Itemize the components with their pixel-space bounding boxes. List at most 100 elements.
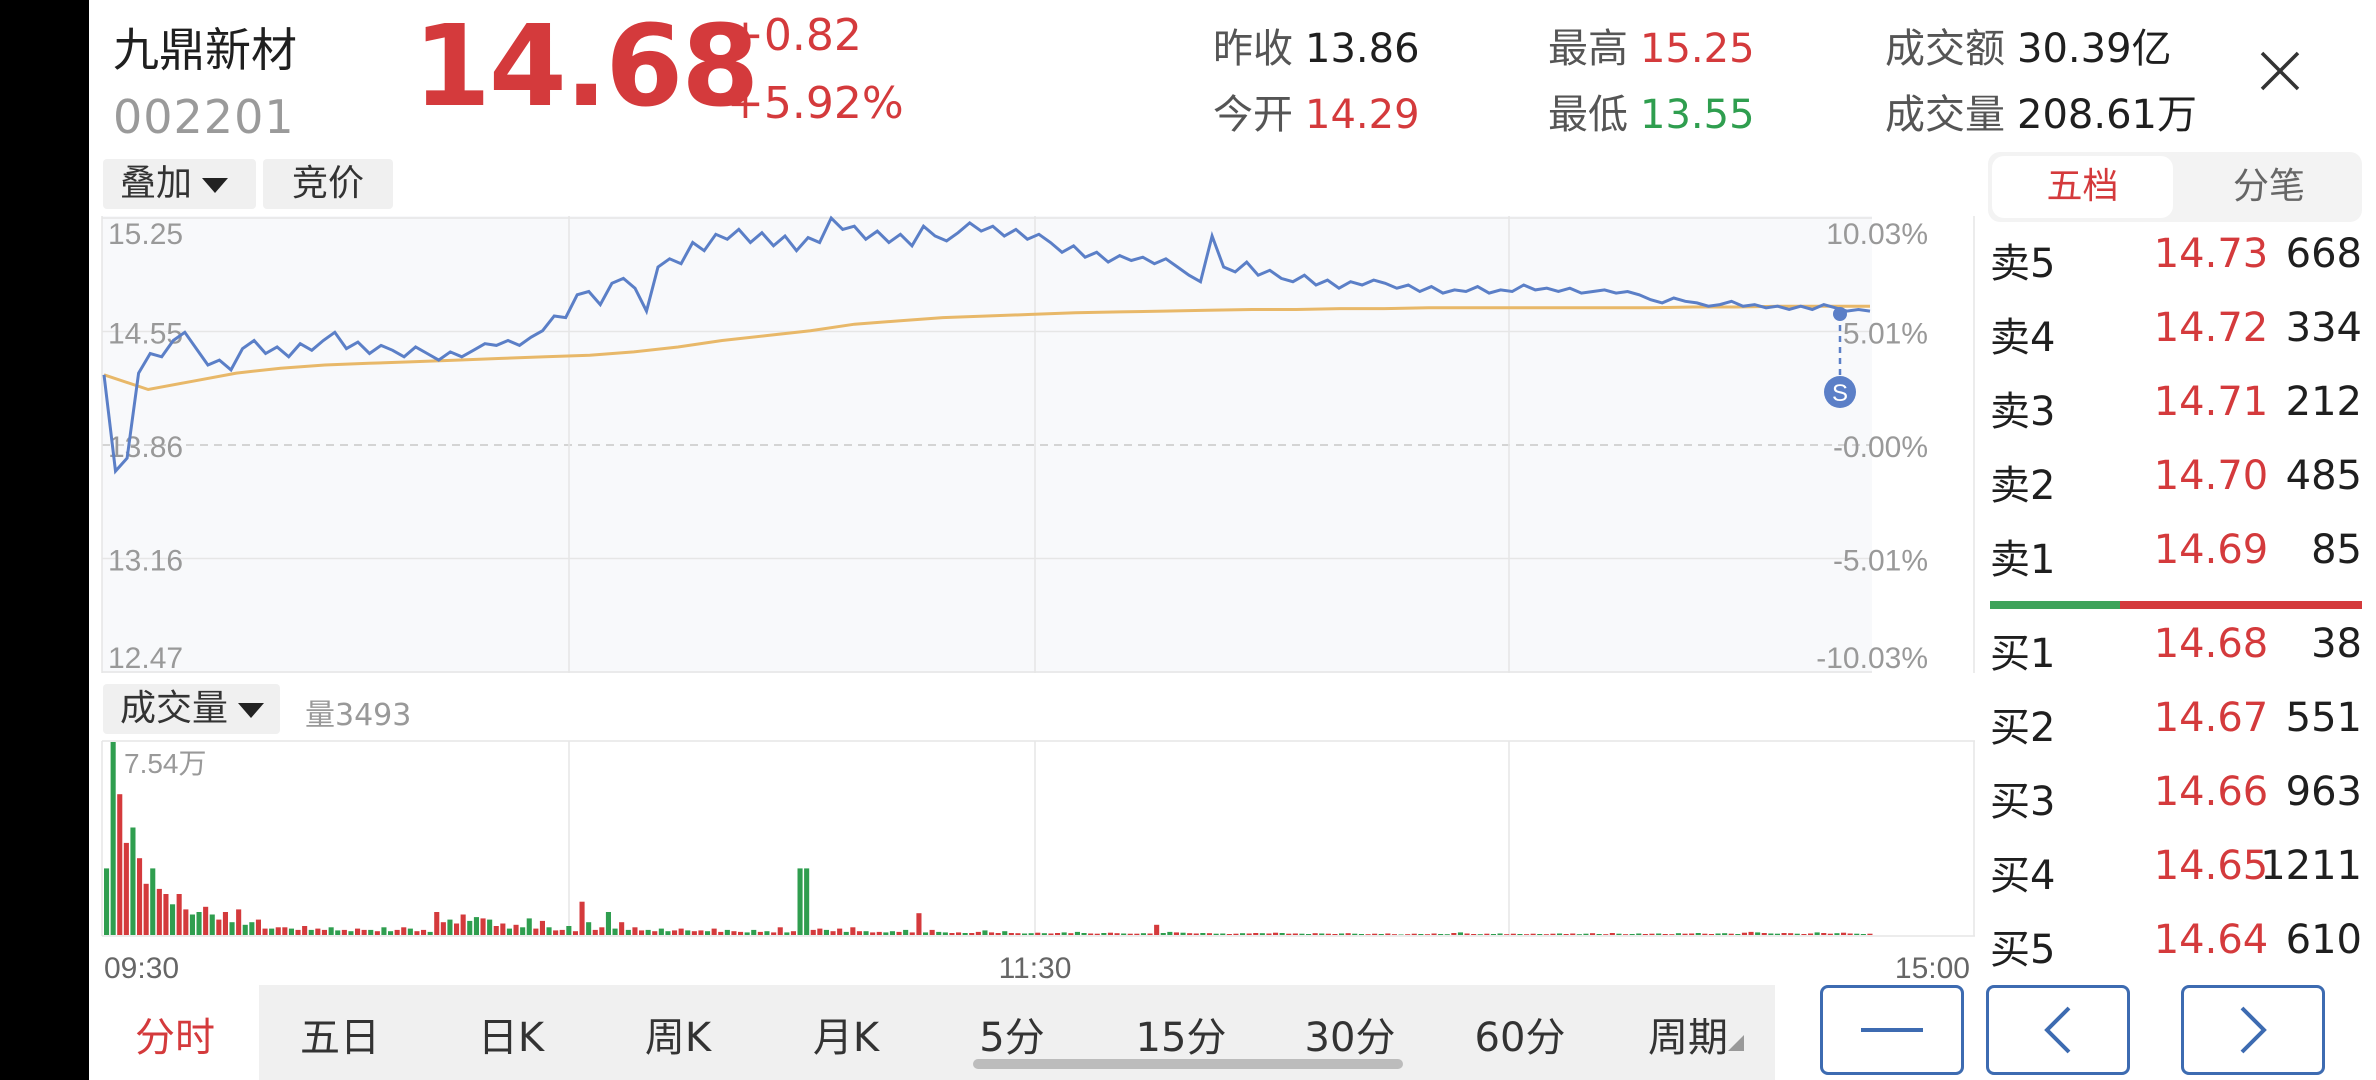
trade-signal-marker[interactable]: S [1824, 307, 1856, 408]
overlay-dropdown[interactable]: 叠加 [103, 159, 256, 209]
volume-bar [1590, 933, 1596, 935]
previous-button[interactable] [1986, 985, 2130, 1075]
level-quantity: 85 [2311, 527, 2362, 573]
volume-bar [1107, 932, 1113, 935]
level-quantity: 38 [2311, 621, 2362, 667]
volume-bar [1299, 933, 1305, 935]
tab-timeframe-intraday[interactable]: 分时 [135, 1015, 215, 1061]
timeframe-scrollbar[interactable] [973, 1059, 1403, 1069]
volume-bar [1557, 933, 1563, 935]
volume-bar [123, 842, 129, 935]
volume-bar [374, 931, 380, 935]
minimize-button[interactable] [1820, 985, 1964, 1075]
ask-row[interactable]: 卖1 14.69 85 [1990, 527, 2362, 587]
percent-tick-label: -0.00% [1833, 431, 1928, 464]
volume-bar [718, 931, 724, 935]
bid-row[interactable]: 买4 14.65 1211 [1990, 843, 2362, 903]
volume-bar [1603, 934, 1609, 935]
volume-bar [1358, 934, 1364, 935]
percent-tick-label: -10.03% [1816, 642, 1928, 675]
volume-bar [275, 927, 281, 935]
volume-bar [1411, 933, 1417, 935]
volume-bar [110, 742, 116, 935]
bid-row[interactable]: 买3 14.66 963 [1990, 769, 2362, 829]
volume-bar [328, 927, 334, 935]
volume-bar [1405, 934, 1411, 935]
volume-bar [1662, 934, 1668, 935]
stat-value: 15.25 [1640, 26, 1755, 72]
tab-timeframe-3[interactable]: 周K [644, 1015, 712, 1061]
volume-bar [586, 922, 592, 935]
volume-bar [434, 912, 440, 935]
volume-bar [1160, 933, 1166, 935]
volume-bar [579, 901, 585, 935]
tab-timeframe-6[interactable]: 15分 [1135, 1015, 1227, 1061]
volume-bar [1213, 933, 1219, 935]
stat-value: 208.61万 [2017, 92, 2197, 138]
tab-five-levels[interactable]: 五档 [1992, 156, 2173, 218]
volume-bar [104, 868, 110, 935]
volume-bar [1735, 934, 1741, 935]
ask-row[interactable]: 卖2 14.70 485 [1990, 453, 2362, 513]
volume-bar [956, 932, 962, 935]
tab-timeframe-1[interactable]: 五日 [300, 1015, 380, 1061]
intraday-chart[interactable]: 15.25 10.03% 14.55 5.01% 13.86 -0.00% 13.16 -5.… [0, 0, 1990, 985]
volume-bar [1028, 933, 1034, 935]
volume-bar [487, 919, 493, 935]
volume-bar [1576, 934, 1582, 935]
level-label: 买5 [1990, 927, 2056, 973]
ask-row[interactable]: 卖4 14.72 334 [1990, 305, 2362, 365]
volume-bar [143, 883, 149, 935]
volume-bar [1444, 934, 1450, 935]
percent-tick-label: 5.01% [1843, 318, 1928, 351]
ask-row[interactable]: 卖3 14.71 212 [1990, 379, 2362, 439]
volume-bar [883, 932, 889, 935]
volume-bar [1325, 933, 1331, 935]
volume-bar [216, 919, 222, 935]
volume-bar [605, 912, 611, 935]
volume-bar [929, 929, 935, 935]
tab-timeframe-9[interactable]: 周期 [1648, 1015, 1728, 1061]
last-price: 14.68 [413, 2, 759, 132]
volume-bar [1339, 933, 1345, 935]
level-price: 14.64 [2153, 917, 2269, 963]
auction-button[interactable]: 竞价 [263, 159, 393, 209]
tab-timeframe-8[interactable]: 60分 [1474, 1015, 1566, 1061]
volume-bar [1774, 933, 1780, 935]
volume-indicator-label: 成交量 [120, 688, 229, 729]
corner-triangle-icon [1728, 1035, 1744, 1051]
volume-bar [308, 929, 314, 935]
volume-bar [1154, 924, 1160, 935]
volume-bar [1127, 933, 1133, 935]
volume-bar [942, 932, 948, 935]
bid-row[interactable]: 买5 14.64 610 [1990, 917, 2362, 977]
volume-indicator-dropdown[interactable]: 成交量 [103, 684, 280, 734]
volume-bar [1015, 933, 1021, 935]
volume-bar [447, 919, 453, 935]
price-change: +0.82 [727, 10, 862, 61]
volume-bar [1484, 933, 1490, 935]
tab-timeframe-5[interactable]: 5分 [979, 1015, 1045, 1061]
volume-bar [1372, 933, 1378, 935]
level-price: 14.67 [2153, 695, 2269, 741]
bid-row[interactable]: 买2 14.67 551 [1990, 695, 2362, 755]
tab-tick-trades[interactable]: 分笔 [2232, 166, 2305, 207]
stat-label: 最低 [1548, 92, 1628, 138]
volume-bar [678, 928, 684, 935]
volume-bar [1022, 933, 1028, 935]
bid-row[interactable]: 买1 14.68 38 [1990, 621, 2362, 681]
volume-bar [989, 932, 995, 935]
volume-bar [539, 920, 545, 935]
volume-bar [1121, 933, 1127, 935]
volume-bar [790, 931, 796, 935]
tab-timeframe-7[interactable]: 30分 [1304, 1015, 1396, 1061]
ask-row[interactable]: 卖5 14.73 668 [1990, 231, 2362, 291]
volume-bar [1345, 933, 1351, 935]
volume-bar [1649, 933, 1655, 935]
volume-bar [1048, 933, 1054, 935]
next-button[interactable] [2181, 985, 2325, 1075]
volume-bar [1101, 933, 1107, 935]
close-button[interactable] [2254, 45, 2306, 97]
tab-timeframe-2[interactable]: 日K [477, 1015, 545, 1061]
tab-timeframe-4[interactable]: 月K [812, 1015, 880, 1061]
